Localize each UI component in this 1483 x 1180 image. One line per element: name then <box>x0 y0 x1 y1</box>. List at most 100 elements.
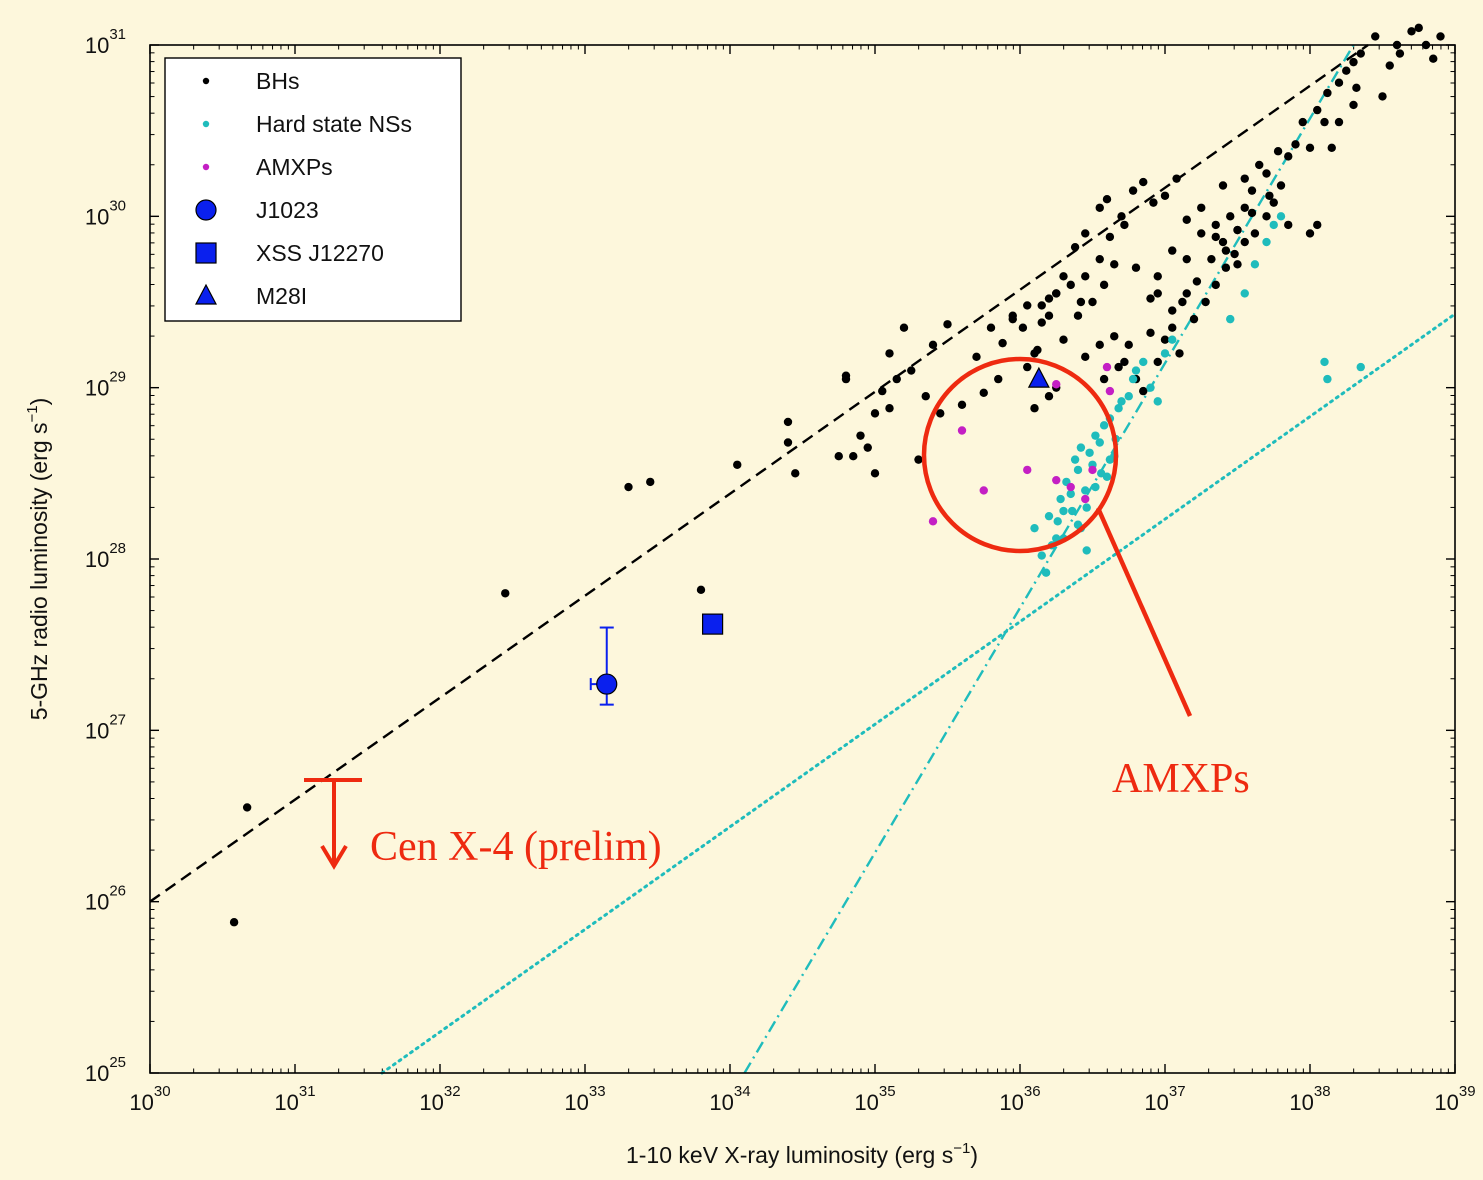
bhs-point <box>733 460 742 469</box>
data-points <box>229 23 1445 927</box>
hard-state-nss-point <box>1073 465 1083 475</box>
bhs-point <box>1124 340 1133 350</box>
bhs-point <box>1153 272 1162 281</box>
x-tick-base: 10 <box>274 1090 298 1115</box>
bhs-point <box>1178 297 1187 307</box>
bhs-point <box>1099 280 1109 290</box>
bhs-point <box>1240 237 1249 247</box>
series-j1023 <box>589 626 618 706</box>
bhs-point <box>1356 49 1365 58</box>
bhs-point <box>242 803 252 812</box>
bhs-point <box>870 409 880 418</box>
hard-state-nss-point <box>1146 383 1155 392</box>
x-axis-label: 1-10 keV X-ray luminosity (erg s−1) <box>626 1140 978 1168</box>
bhs-point <box>885 349 894 358</box>
amxps-annotation: AMXPs <box>921 356 1250 802</box>
bhs-point <box>1081 352 1090 362</box>
bhs-point <box>1076 297 1086 307</box>
x-tick-base: 10 <box>709 1090 733 1115</box>
bhs-point <box>1320 117 1329 127</box>
bhs-point <box>928 340 938 350</box>
bhs-point <box>986 323 996 332</box>
hard-state-nss-point <box>1056 494 1065 504</box>
legend-marker-bhs <box>202 77 210 85</box>
x-tick-exp: 32 <box>444 1083 461 1100</box>
bhs-point <box>1102 195 1112 204</box>
y-tick-exp: 27 <box>109 711 126 728</box>
x-tick-label: 1038 <box>1289 1083 1330 1115</box>
bhs-point <box>1276 181 1286 190</box>
bhs-point <box>1342 66 1351 75</box>
x-tick-exp: 38 <box>1314 1083 1331 1100</box>
hard-state-nss-point <box>1073 520 1083 529</box>
legend: BHs Hard state NSs AMXPs J1023 XSS J12270 M28… <box>164 57 462 322</box>
bhs-point <box>1110 260 1119 269</box>
bhs-point <box>1197 203 1206 212</box>
bhs-point <box>1059 272 1068 281</box>
fit-line-dashdot <box>743 44 1355 1074</box>
hard-state-nss-point <box>1082 546 1091 555</box>
x-tick-label: 1033 <box>564 1083 605 1115</box>
legend-item-m28i: M28I <box>195 283 307 309</box>
x-axis-label-sup: −1 <box>953 1140 970 1157</box>
x-axis-label-text: 1-10 keV X-ray luminosity (erg s <box>626 1142 953 1168</box>
legend-marker-m28i <box>195 283 217 305</box>
bhs-point <box>1221 246 1231 255</box>
bhs-point <box>1247 186 1257 195</box>
y-tick-base: 10 <box>85 547 109 572</box>
hard-state-nss-point <box>1250 260 1260 269</box>
legend-label-m28i: M28I <box>256 283 307 309</box>
hard-state-nss-point <box>1153 397 1162 406</box>
y-axis-label-text: 5-GHz radio luminosity (erg s <box>26 422 52 720</box>
bhs-point <box>1211 280 1220 290</box>
bhs-point <box>1044 311 1054 320</box>
hard-state-nss-point <box>1081 486 1090 495</box>
y-tick-label: 1026 <box>85 883 126 915</box>
amxps-point <box>1066 482 1075 492</box>
bhs-point <box>1371 32 1380 41</box>
hard-state-nss-point <box>1240 289 1249 298</box>
bhs-point <box>1240 174 1249 183</box>
bhs-point <box>979 388 988 398</box>
bhs-point <box>1218 237 1228 247</box>
legend-box <box>164 57 462 322</box>
bhs-point <box>957 400 967 409</box>
bhs-point <box>1114 362 1123 372</box>
hard-state-nss-point <box>1097 469 1106 478</box>
bhs-point <box>907 366 916 375</box>
hard-state-nss-point <box>1068 506 1077 516</box>
bhs-point <box>1149 198 1158 207</box>
bhs-point <box>885 404 894 413</box>
bhs-point <box>1081 229 1090 238</box>
hard-state-nss-point <box>1030 523 1039 533</box>
x-tick-label: 1039 <box>1434 1083 1475 1115</box>
bhs-point <box>1352 83 1361 93</box>
bhs-point <box>624 482 633 492</box>
bhs-point <box>1139 386 1148 396</box>
bhs-point <box>696 585 706 595</box>
legend-label-j1023: J1023 <box>256 197 319 223</box>
hard-state-nss-point <box>1041 568 1051 577</box>
bhs-point <box>1037 318 1046 327</box>
bhs-point <box>1139 177 1148 187</box>
x-tick-label: 1035 <box>854 1083 895 1115</box>
hard-state-nss-point <box>1139 357 1148 367</box>
amxps-label: AMXPs <box>1112 756 1250 802</box>
y-tick-base: 10 <box>85 204 109 229</box>
series-amxps <box>928 362 1115 526</box>
bhs-point <box>1233 260 1242 269</box>
y-axis-label-close: ) <box>26 398 52 406</box>
fit-line-dotted <box>380 312 1457 1075</box>
bhs-point <box>1146 328 1155 338</box>
bhs-point <box>1218 181 1228 190</box>
bhs-point <box>936 409 945 418</box>
x-axis-label-close: ) <box>970 1142 978 1168</box>
y-tick-exp: 29 <box>109 369 126 386</box>
legend-item-xss-j12270: XSS J12270 <box>195 240 384 266</box>
legend-item-j1023: J1023 <box>195 197 319 223</box>
bhs-point <box>1262 212 1271 221</box>
bhs-point <box>1247 208 1257 218</box>
x-tick-base: 10 <box>129 1090 153 1115</box>
j1023-point <box>596 673 618 695</box>
x-tick-base: 10 <box>1144 1090 1168 1115</box>
